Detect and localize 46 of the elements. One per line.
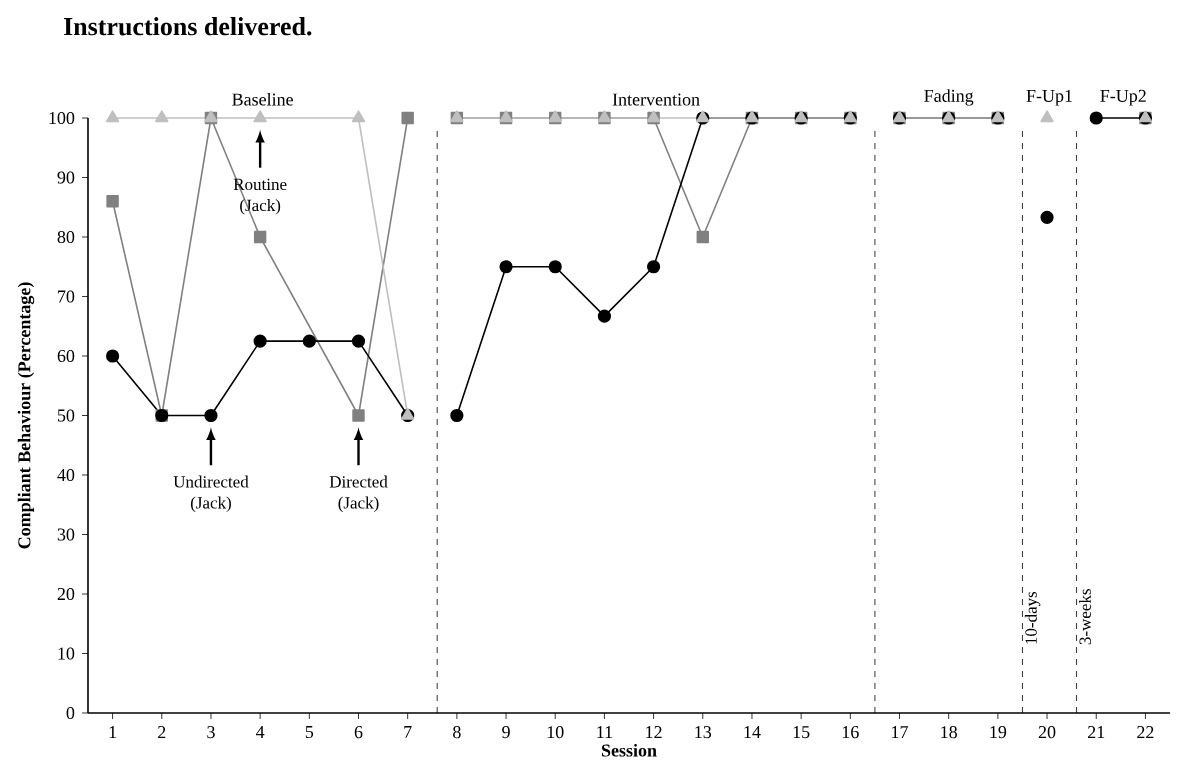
- y-tick-label: 70: [58, 290, 75, 303]
- text: F-Up2: [1100, 89, 1146, 106]
- y-tick-label: 100: [49, 111, 75, 125]
- y-tick-label: 80: [57, 230, 75, 244]
- x-tick-label: 3: [207, 726, 215, 739]
- x-tick-label: 13: [695, 726, 712, 739]
- x-tick-label: 20: [1038, 726, 1056, 739]
- annotation: Undirected (Jack): [173, 475, 249, 513]
- x-tick-label: 14: [744, 726, 761, 738]
- y-tick-label: 30: [57, 528, 75, 541]
- x-tick-label: 22: [1137, 726, 1154, 738]
- y-axis-title: Compliant Behaviour (Percentage): [17, 282, 35, 549]
- x-axis-title: Session: [601, 743, 657, 757]
- x-tick-label: 18: [941, 726, 957, 739]
- x-tick-label: 2: [158, 726, 166, 738]
- y-tick-label: 40: [57, 468, 75, 482]
- x-tick-label: 11: [597, 726, 613, 738]
- x-tick-label: 8: [453, 726, 461, 739]
- ref-line-label: 10-days: [1024, 591, 1041, 644]
- annotation: Directed (Jack): [329, 475, 388, 513]
- x-tick-label: 12: [646, 726, 662, 738]
- x-tick-label: 21: [1088, 726, 1105, 738]
- y-tick-label: 0: [66, 706, 75, 720]
- x-tick-label: 19: [990, 726, 1007, 739]
- y-tick-label: 10: [58, 647, 75, 660]
- x-tick-label: 6: [354, 726, 363, 739]
- text: Intervention: [612, 93, 700, 106]
- text: Fading: [924, 89, 974, 106]
- x-tick-label: 9: [502, 726, 510, 739]
- y-tick-label: 20: [57, 587, 75, 601]
- x-tick-label: 15: [793, 726, 810, 739]
- text: F-Up1: [1026, 89, 1072, 106]
- x-tick-label: 5: [305, 726, 314, 739]
- x-tick-label: 10: [547, 726, 564, 739]
- y-tick-label: 50: [57, 409, 75, 422]
- y-tick-label: 60: [57, 349, 75, 363]
- x-tick-label: 16: [842, 726, 859, 739]
- chart-title: Instructions delivered.: [63, 17, 312, 36]
- y-tick-label: 90: [57, 171, 75, 184]
- x-tick-label: 4: [255, 726, 265, 738]
- x-tick-label: 7: [404, 726, 412, 738]
- annotation: Routine (Jack): [233, 178, 287, 215]
- x-tick-label: 1: [109, 726, 117, 738]
- ref-line-label: 3-weeks: [1078, 589, 1091, 645]
- x-tick-label: 17: [892, 726, 908, 738]
- text: Baseline: [232, 92, 293, 106]
